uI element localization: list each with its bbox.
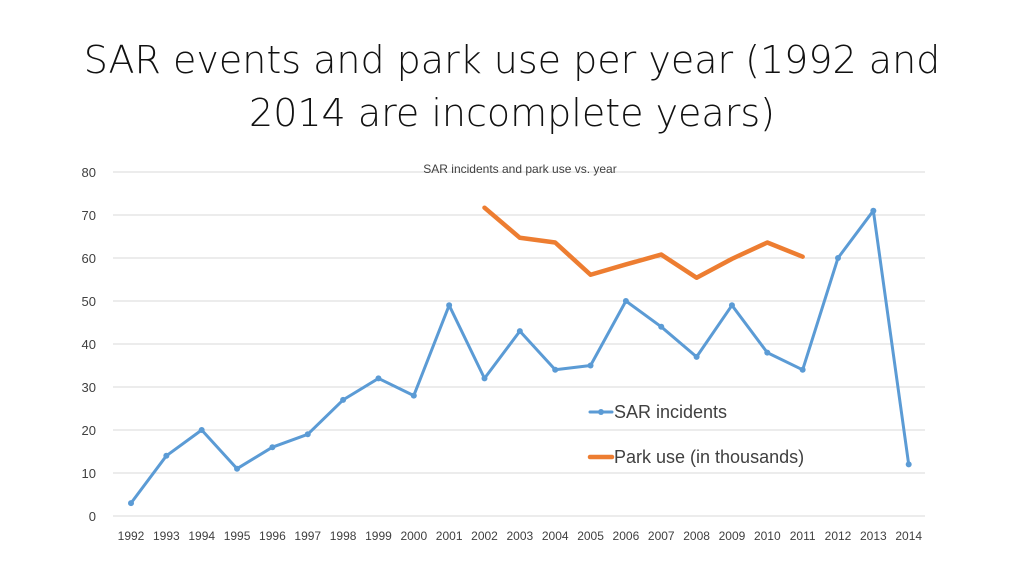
y-tick-label: 60 bbox=[82, 251, 96, 266]
x-tick-label: 1998 bbox=[330, 529, 357, 543]
x-tick-label: 1994 bbox=[188, 529, 215, 543]
y-tick-label: 50 bbox=[82, 294, 96, 309]
data-point bbox=[375, 375, 382, 382]
series-line-1 bbox=[482, 205, 805, 281]
data-point bbox=[446, 302, 453, 309]
x-tick-label: 2013 bbox=[860, 529, 887, 543]
data-point bbox=[799, 366, 806, 373]
y-tick-label: 0 bbox=[89, 509, 96, 524]
data-point bbox=[269, 444, 276, 451]
data-point bbox=[870, 207, 877, 214]
data-point bbox=[587, 362, 594, 369]
x-tick-label: 2014 bbox=[895, 529, 922, 543]
x-tick-label: 2010 bbox=[754, 529, 781, 543]
data-point bbox=[658, 323, 665, 330]
data-point bbox=[693, 353, 700, 360]
data-point bbox=[128, 500, 134, 507]
x-tick-label: 2002 bbox=[471, 529, 498, 543]
data-point bbox=[198, 427, 205, 433]
x-tick-label: 2009 bbox=[719, 529, 746, 543]
x-tick-label: 2003 bbox=[506, 529, 533, 543]
legend-label: SAR incidents bbox=[614, 402, 727, 422]
x-axis-ticks: 1992 1993 1994 1995 1996 1997 1998 1999 2000 2001… bbox=[118, 529, 923, 543]
data-point bbox=[481, 375, 488, 382]
x-tick-label: 2001 bbox=[436, 529, 463, 543]
data-point bbox=[163, 452, 170, 459]
x-tick-label: 2008 bbox=[683, 529, 710, 543]
legend-label: Park use (in thousands) bbox=[614, 447, 804, 467]
slide-title: SAR events and park use per year (1992 a… bbox=[83, 38, 941, 135]
x-tick-label: 1997 bbox=[294, 529, 321, 543]
y-axis-ticks: 0 10 20 30 40 50 60 70 80 bbox=[82, 165, 96, 524]
data-point bbox=[552, 366, 559, 373]
y-tick-label: 70 bbox=[82, 208, 96, 223]
x-tick-label: 1995 bbox=[224, 529, 251, 543]
y-tick-label: 80 bbox=[82, 165, 96, 180]
series-lines bbox=[128, 205, 912, 507]
x-tick-label: 1993 bbox=[153, 529, 180, 543]
x-tick-label: 2006 bbox=[613, 529, 640, 543]
x-tick-label: 1996 bbox=[259, 529, 286, 543]
data-point bbox=[304, 431, 311, 438]
data-point bbox=[340, 396, 347, 403]
x-tick-label: 2011 bbox=[790, 529, 816, 543]
legend-marker bbox=[598, 409, 604, 415]
data-point bbox=[728, 302, 735, 309]
x-tick-label: 1999 bbox=[365, 529, 392, 543]
x-tick-label: 2005 bbox=[577, 529, 604, 543]
chart-title: SAR incidents and park use vs. year bbox=[423, 162, 616, 176]
y-tick-label: 10 bbox=[82, 466, 96, 481]
data-point bbox=[516, 328, 523, 335]
x-tick-label: 1992 bbox=[118, 529, 145, 543]
x-tick-label: 2012 bbox=[825, 529, 852, 543]
x-tick-label: 2000 bbox=[400, 529, 427, 543]
data-point bbox=[764, 349, 771, 356]
data-point bbox=[410, 392, 417, 399]
gridlines bbox=[113, 171, 925, 517]
y-tick-label: 40 bbox=[82, 337, 96, 352]
data-point bbox=[622, 298, 629, 304]
y-tick-label: 20 bbox=[82, 423, 96, 438]
data-point bbox=[835, 255, 841, 261]
data-point bbox=[234, 465, 241, 472]
x-tick-label: 2007 bbox=[648, 529, 675, 543]
data-point bbox=[905, 461, 912, 468]
y-tick-label: 30 bbox=[82, 380, 96, 395]
legend: SAR incidents Park use (in thousands) bbox=[587, 402, 804, 467]
x-tick-label: 2004 bbox=[542, 529, 569, 543]
